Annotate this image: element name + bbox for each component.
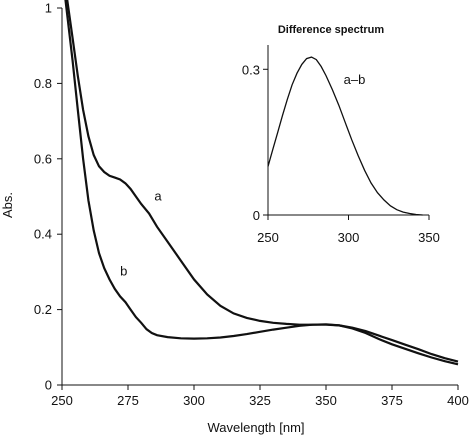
inset-series-tag: a–b [344, 72, 366, 87]
main-curves: ab [64, 0, 459, 366]
y-tick-label: 0.6 [34, 151, 52, 166]
x-tick-label: 275 [117, 393, 139, 408]
main-axes [61, 8, 458, 386]
inset-x-tick-label: 350 [418, 230, 440, 245]
x-tick-label: 250 [51, 393, 73, 408]
inset-y-tick-label: 0.3 [242, 62, 260, 77]
series-line-b [64, 0, 459, 363]
main-labels: Wavelength [nm] Abs. [0, 192, 305, 435]
inset-series-line [267, 56, 423, 216]
x-tick-label: 400 [447, 393, 469, 408]
inset-curves: a–b [267, 56, 423, 216]
y-axis-title: Abs. [0, 192, 15, 218]
y-tick-label: 0.4 [34, 227, 52, 242]
main-axis-frame [61, 8, 458, 386]
series-line-a [66, 0, 459, 366]
inset-panel: Difference spectrum 250 300 350 0 0.3 a–b [242, 24, 440, 245]
y-tick-label: 0 [45, 378, 52, 393]
y-tick-label: 0.8 [34, 76, 52, 91]
x-tick-label: 325 [249, 393, 271, 408]
x-tick-label: 300 [183, 393, 205, 408]
x-axis-title: Wavelength [nm] [207, 420, 304, 435]
inset-title: Difference spectrum [278, 24, 385, 36]
inset-ticks: 250 300 350 0 0.3 [242, 62, 440, 245]
series-tag-b: b [120, 264, 127, 279]
main-ticks: 250 275 300 325 350 375 400 0 0.2 0.4 0.6 0.8 1 [34, 1, 469, 409]
y-tick-label: 0.2 [34, 302, 52, 317]
inset-y-tick-label: 0 [253, 208, 260, 223]
inset-x-tick-label: 250 [257, 230, 279, 245]
x-tick-label: 350 [315, 393, 337, 408]
series-tag-a: a [154, 188, 162, 203]
inset-x-tick-label: 300 [338, 230, 360, 245]
x-tick-label: 375 [381, 393, 403, 408]
y-tick-label: 1 [45, 1, 52, 16]
